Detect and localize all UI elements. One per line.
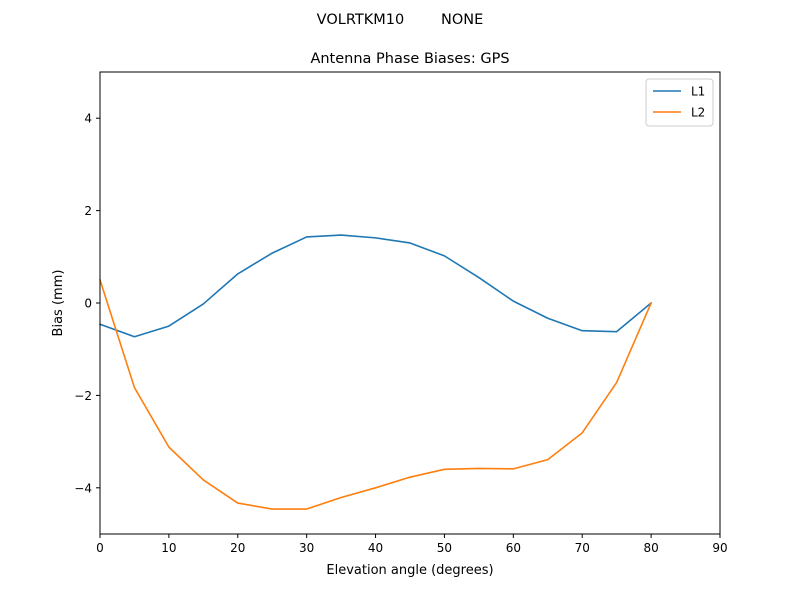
x-tick-label: 40 — [368, 541, 383, 555]
x-tick-label: 20 — [230, 541, 245, 555]
axes: 0 10 20 30 40 50 60 70 80 90 −4 −2 0 2 4 — [74, 71, 728, 555]
legend: L1 L2 — [645, 78, 714, 127]
y-tick-label: 2 — [84, 204, 92, 218]
x-axis-label: Elevation angle (degrees) — [326, 563, 493, 578]
x-tick-label: 70 — [575, 541, 590, 555]
x-tick-label: 90 — [712, 541, 727, 555]
x-tick-label: 80 — [643, 541, 658, 555]
y-tick-label: 0 — [84, 297, 92, 311]
x-tick-label: 50 — [437, 541, 452, 555]
y-tick-label: −2 — [74, 389, 92, 403]
series-line-l1 — [98, 234, 653, 338]
series-line-l2 — [98, 278, 653, 510]
y-tick-label: −4 — [74, 481, 92, 495]
legend-label-l2: L2 — [691, 106, 705, 120]
y-tick-label: 4 — [84, 112, 92, 126]
x-tick-label: 0 — [96, 541, 104, 555]
chart-title: Antenna Phase Biases: GPS — [310, 51, 509, 67]
x-tick-label: 10 — [161, 541, 176, 555]
plot-area — [98, 234, 653, 510]
x-tick-label: 30 — [299, 541, 314, 555]
figure-suptitle: VOLRTKM10 NONE — [317, 12, 484, 28]
legend-label-l1: L1 — [691, 85, 705, 99]
y-axis-label: Bias (mm) — [51, 270, 66, 337]
x-tick-label: 60 — [506, 541, 521, 555]
